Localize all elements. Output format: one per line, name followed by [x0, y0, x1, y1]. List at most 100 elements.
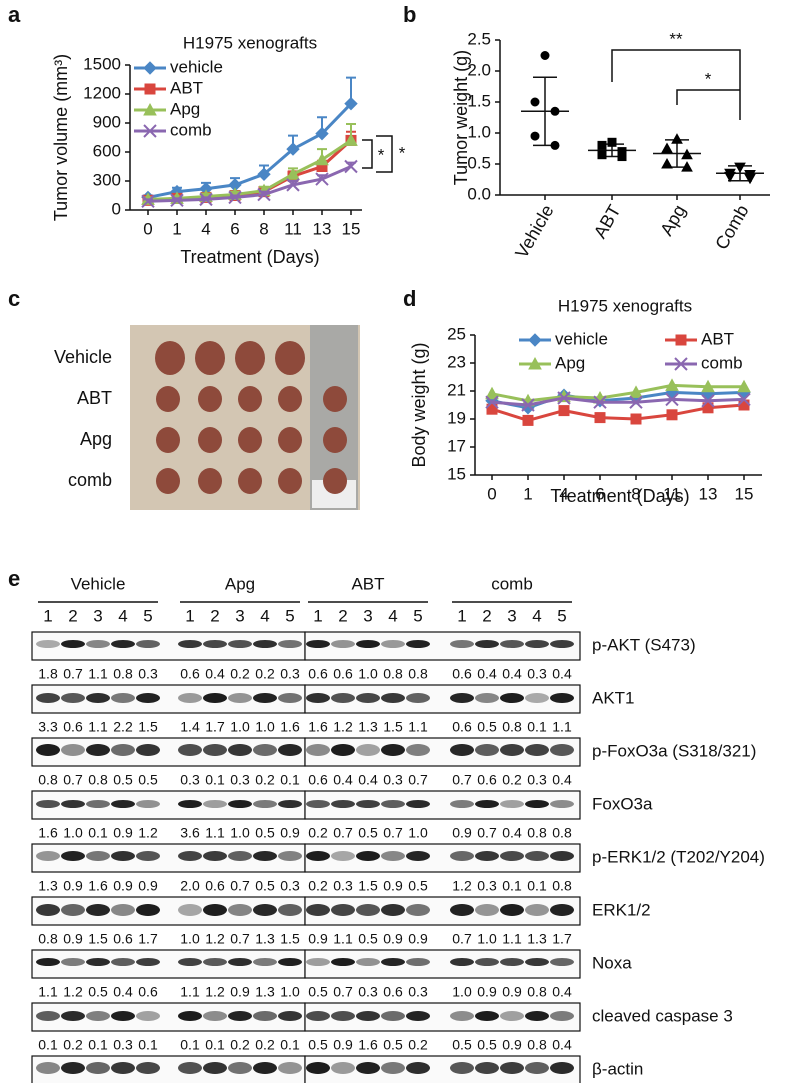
- y-tick-label: 15: [447, 464, 466, 483]
- marker: [661, 157, 673, 169]
- band: [111, 904, 135, 916]
- quant-value: 0.5: [88, 984, 108, 1000]
- marker: [557, 391, 571, 405]
- panel-label: a: [8, 2, 21, 27]
- quant-value: 0.8: [527, 984, 547, 1000]
- quant-value: 0.9: [280, 825, 300, 841]
- quant-value: 1.1: [205, 825, 225, 841]
- band: [475, 851, 499, 861]
- tumor: [238, 386, 262, 412]
- band: [86, 640, 110, 648]
- band: [253, 1011, 277, 1021]
- quant-value: 1.0: [452, 984, 472, 1000]
- x-tick-label: 8: [631, 484, 640, 503]
- band: [406, 1062, 430, 1074]
- quant-value: 0.7: [230, 878, 250, 894]
- quant-value: 1.0: [358, 666, 378, 682]
- marker: [257, 187, 271, 202]
- band: [450, 640, 474, 648]
- quant-value: 0.9: [113, 825, 133, 841]
- tumor: [198, 468, 222, 494]
- quant-value: 0.5: [452, 1037, 472, 1053]
- x-tick-label: 1: [172, 219, 181, 238]
- quant-value: 0.1: [205, 772, 225, 788]
- x-tick-label: Comb: [711, 201, 752, 253]
- marker: [286, 167, 300, 180]
- band: [111, 851, 135, 861]
- y-axis-label: Tumor weight (g): [451, 50, 471, 185]
- marker: [485, 395, 499, 409]
- band: [525, 800, 549, 808]
- band: [356, 904, 380, 916]
- band: [475, 1062, 499, 1074]
- band: [475, 640, 499, 648]
- y-tick-label: 300: [93, 170, 121, 189]
- quant-value: 2.2: [113, 719, 133, 735]
- row-label: comb: [68, 470, 112, 490]
- band: [450, 904, 474, 916]
- band: [203, 744, 227, 756]
- lane-label: 3: [507, 606, 516, 625]
- band: [500, 800, 524, 808]
- legend-label: ABT: [701, 329, 734, 348]
- band: [228, 693, 252, 703]
- quant-value: 0.5: [138, 772, 158, 788]
- marker: [550, 106, 560, 116]
- band: [136, 1011, 160, 1021]
- lane-label: 2: [338, 606, 347, 625]
- band: [525, 1011, 549, 1021]
- tumor: [155, 341, 185, 375]
- band: [36, 904, 60, 916]
- band: [178, 851, 202, 861]
- quant-value: 1.1: [333, 931, 353, 947]
- legend-marker: [143, 61, 157, 75]
- band: [331, 904, 355, 916]
- quant-value: 1.6: [358, 1037, 378, 1053]
- band: [450, 1011, 474, 1021]
- marker: [681, 148, 693, 160]
- quant-value: 1.2: [63, 984, 83, 1000]
- band: [406, 958, 430, 966]
- band: [475, 904, 499, 916]
- quant-value: 0.9: [308, 931, 328, 947]
- quant-value: 0.4: [502, 825, 522, 841]
- quant-value: 0.2: [255, 666, 275, 682]
- band: [525, 744, 549, 756]
- band: [500, 904, 524, 916]
- quant-value: 1.3: [38, 878, 58, 894]
- band: [36, 640, 60, 648]
- band: [356, 958, 380, 966]
- y-tick-label: 1.5: [467, 91, 491, 110]
- y-axis-label: Body weight (g): [409, 342, 429, 467]
- band: [86, 693, 110, 703]
- quant-value: 0.6: [333, 666, 353, 682]
- band: [450, 693, 474, 703]
- chart-title: H1975 xenografts: [183, 33, 317, 52]
- marker: [629, 395, 643, 409]
- quant-value: 0.9: [333, 1037, 353, 1053]
- band: [278, 744, 302, 756]
- row-label: β-actin: [592, 1059, 643, 1078]
- band: [525, 904, 549, 916]
- quant-value: 0.3: [477, 878, 497, 894]
- y-tick-label: 0.5: [467, 153, 491, 172]
- band: [450, 800, 474, 808]
- band: [550, 904, 574, 916]
- quant-value: 1.2: [333, 719, 353, 735]
- lane-label: 3: [93, 606, 102, 625]
- quant-value: 0.9: [502, 1037, 522, 1053]
- band: [550, 1062, 574, 1074]
- quant-value: 0.3: [333, 878, 353, 894]
- marker: [734, 162, 746, 174]
- row-label: p-AKT (S473): [592, 635, 696, 654]
- quant-value: 0.3: [408, 984, 428, 1000]
- tumor: [238, 427, 262, 453]
- band: [86, 851, 110, 861]
- x-tick-label: 13: [313, 219, 332, 238]
- band: [381, 904, 405, 916]
- band: [306, 800, 330, 808]
- marker: [522, 414, 534, 426]
- quant-value: 1.5: [358, 878, 378, 894]
- lane-label: 4: [118, 606, 127, 625]
- band: [136, 958, 160, 966]
